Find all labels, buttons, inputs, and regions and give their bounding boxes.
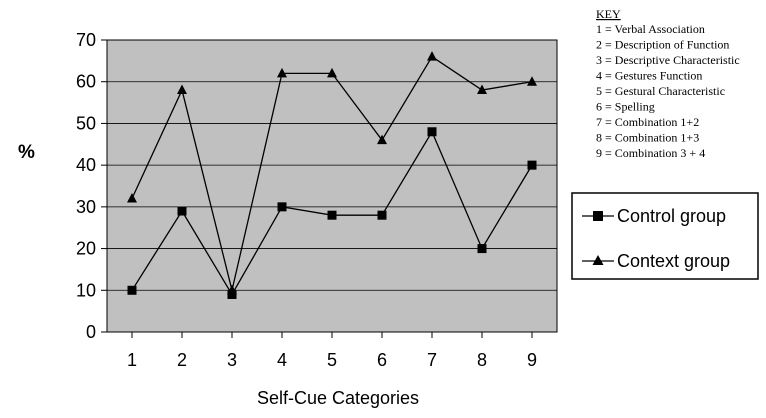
point-control-group (277, 202, 287, 212)
x-tick-label: 3 (227, 350, 237, 370)
y-tick-label: 40 (76, 155, 96, 175)
point-context-group (527, 76, 537, 86)
key-item: 7 = Combination 1+2 (596, 115, 699, 129)
key-item: 9 = Combination 3 + 4 (596, 146, 705, 160)
point-context-group (327, 67, 337, 78)
x-tick-labels: 1 2 3 4 5 6 7 8 9 (127, 332, 537, 370)
plot-area (106, 39, 558, 333)
y-tick-label: 60 (76, 72, 96, 92)
x-tick-label: 5 (327, 350, 337, 370)
point-control-group (177, 206, 187, 216)
point-context-group (477, 84, 487, 95)
key-item: 3 = Descriptive Characteristic (596, 53, 740, 67)
y-tick-label: 70 (76, 30, 96, 50)
point-control-group (527, 160, 537, 170)
y-tick-label: 20 (76, 239, 96, 259)
point-control-group (327, 210, 337, 220)
legend: Control group Context group (571, 192, 759, 280)
key-item: 2 = Description of Function (596, 38, 729, 52)
key-title: KEY (596, 7, 621, 21)
y-tick-label: 30 (76, 197, 96, 217)
point-context-group (427, 51, 437, 61)
key-item: 8 = Combination 1+3 (596, 131, 699, 145)
legend-marker-control (593, 211, 603, 221)
point-context-group (377, 134, 387, 145)
point-control-group (427, 127, 437, 137)
point-control-group (227, 289, 237, 299)
key-item: 4 = Gestures Function (596, 69, 702, 83)
point-context-group (127, 193, 137, 203)
key-items: 1 = Verbal Association 2 = Description of… (596, 22, 740, 160)
point-context-group (277, 67, 287, 78)
point-context-group (227, 284, 237, 295)
legend-label-context: Context group (617, 251, 730, 271)
x-tick-label: 7 (427, 350, 437, 370)
x-axis-label: Self-Cue Categories (257, 388, 419, 408)
point-control-group (127, 285, 137, 295)
point-control-group (377, 210, 387, 220)
x-tick-label: 9 (527, 350, 537, 370)
y-axis-label: % (18, 142, 35, 163)
x-tick-label: 6 (377, 350, 387, 370)
key-item: 6 = Spelling (596, 100, 655, 114)
y-tick-labels: 0 10 20 30 40 50 60 70 (76, 30, 96, 342)
y-tick-label: 50 (76, 113, 96, 133)
point-context-group (177, 84, 187, 95)
legend-marker-context (592, 255, 604, 265)
y-tick-label: 10 (76, 280, 96, 300)
series-group (127, 51, 537, 299)
legend-label-control: Control group (617, 206, 726, 226)
y-tick-label: 0 (86, 322, 96, 342)
point-control-group (477, 244, 487, 254)
x-tick-label: 1 (127, 350, 137, 370)
x-tick-label: 8 (477, 350, 487, 370)
key-box: KEY 1 = Verbal Association 2 = Descriptio… (596, 7, 740, 160)
x-tick-label: 4 (277, 350, 287, 370)
key-item: 5 = Gestural Characteristic (596, 84, 725, 98)
x-tick-label: 2 (177, 350, 187, 370)
key-item: 1 = Verbal Association (596, 22, 705, 36)
